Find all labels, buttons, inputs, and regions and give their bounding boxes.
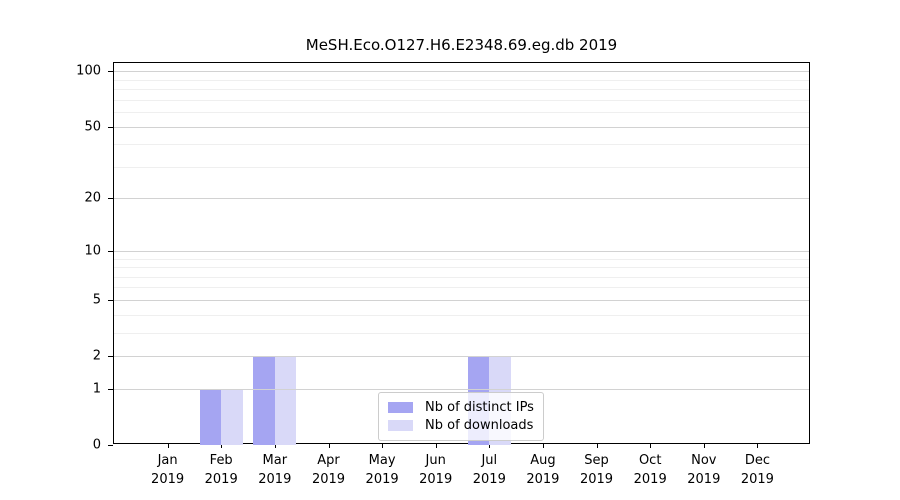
gridline-100 — [114, 71, 809, 73]
gridline-minor — [114, 287, 809, 289]
y-tick-mark-20 — [108, 198, 113, 200]
y-tick-label-5: 5 — [92, 292, 101, 308]
bar-nb-of-distinct-ips-feb — [199, 388, 222, 445]
x-tick-mark-jan — [167, 443, 169, 448]
x-tick-month: Sep — [584, 453, 609, 468]
x-tick-month: Aug — [530, 453, 556, 468]
x-tick-mark-feb — [221, 443, 223, 448]
x-tick-label-nov: Nov 2019 — [674, 451, 734, 489]
y-tick-label-10: 10 — [84, 243, 101, 259]
legend-label-nb-of-downloads: Nb of downloads — [425, 418, 534, 433]
x-tick-mark-dec — [757, 443, 759, 448]
gridline-minor — [114, 332, 809, 334]
legend-label-nb-of-distinct-ips: Nb of distinct IPs — [425, 400, 534, 415]
x-tick-label-dec: Dec 2019 — [727, 451, 787, 489]
x-tick-mark-apr — [328, 443, 330, 448]
x-tick-month: May — [368, 453, 396, 468]
gridline-minor — [114, 276, 809, 278]
gridline-5 — [114, 299, 809, 301]
x-tick-month: Jan — [157, 453, 178, 468]
x-tick-year: 2019 — [740, 472, 774, 487]
chart-title: MeSH.Eco.O127.H6.E2348.69.eg.db 2019 — [305, 36, 618, 54]
y-tick-mark-100 — [108, 71, 113, 73]
x-tick-month: Nov — [691, 453, 717, 468]
legend-row-nb-of-distinct-ips: Nb of distinct IPs — [388, 399, 534, 416]
x-tick-year: 2019 — [365, 472, 399, 487]
x-tick-label-jan: Jan 2019 — [138, 451, 198, 489]
x-tick-month: Dec — [744, 453, 770, 468]
x-tick-label-aug: Aug 2019 — [513, 451, 573, 489]
bar-nb-of-downloads-mar — [274, 356, 297, 445]
x-tick-label-oct: Oct 2019 — [620, 451, 680, 489]
x-tick-year: 2019 — [687, 472, 721, 487]
y-tick-label-50: 50 — [84, 119, 101, 134]
gridline-minor — [114, 166, 809, 168]
x-tick-label-sep: Sep 2019 — [567, 451, 627, 489]
gridline-minor — [114, 144, 809, 146]
x-tick-label-jul: Jul 2019 — [459, 451, 519, 489]
gridline-minor — [114, 112, 809, 113]
gridline-minor — [114, 267, 809, 268]
x-tick-year: 2019 — [258, 472, 292, 487]
gridline-1 — [114, 388, 809, 390]
x-tick-month: Feb — [209, 453, 233, 468]
x-tick-month: Mar — [262, 453, 288, 468]
x-tick-mark-nov — [703, 443, 705, 448]
gridline-10 — [114, 250, 809, 252]
legend-swatch-nb-of-distinct-ips — [388, 402, 413, 413]
x-tick-year: 2019 — [419, 472, 453, 487]
gridline-minor — [114, 314, 809, 316]
gridline-minor — [114, 99, 809, 101]
x-tick-mark-mar — [274, 443, 276, 448]
x-tick-month: Apr — [317, 453, 340, 468]
y-tick-mark-50 — [108, 126, 113, 128]
y-tick-mark-10 — [108, 250, 113, 252]
legend-swatch-nb-of-downloads — [388, 420, 413, 431]
gridline-2 — [114, 356, 809, 357]
y-tick-mark-0 — [108, 445, 113, 446]
x-tick-month: Jun — [425, 453, 446, 468]
x-tick-label-mar: Mar 2019 — [245, 451, 305, 489]
x-tick-mark-jul — [489, 443, 491, 448]
y-tick-mark-1 — [108, 388, 113, 390]
x-tick-year: 2019 — [151, 472, 185, 487]
x-tick-mark-sep — [596, 443, 598, 448]
x-tick-month: Oct — [638, 453, 662, 468]
x-tick-year: 2019 — [204, 472, 238, 487]
plot-area: Nb of distinct IPs Nb of downloads 0 1 2 5 10… — [76, 62, 810, 487]
x-tick-year: 2019 — [311, 472, 346, 487]
x-tick-year: 2019 — [526, 472, 560, 487]
bar-nb-of-downloads-feb — [221, 388, 243, 445]
x-tick-mark-jun — [435, 443, 437, 448]
y-tick-label-100: 100 — [76, 63, 101, 79]
x-tick-mark-may — [382, 443, 384, 448]
x-tick-label-jun: Jun 2019 — [406, 451, 466, 489]
y-tick-label-2: 2 — [92, 348, 101, 364]
x-tick-year: 2019 — [579, 472, 614, 487]
y-tick-mark-2 — [108, 356, 113, 357]
bar-nb-of-distinct-ips-mar — [253, 356, 275, 445]
gridline-minor — [114, 258, 809, 260]
y-tick-mark-5 — [108, 299, 113, 301]
gridline-minor — [114, 79, 809, 81]
x-tick-year: 2019 — [633, 472, 667, 487]
legend: Nb of distinct IPs Nb of downloads — [378, 392, 544, 441]
legend-row-nb-of-downloads: Nb of downloads — [388, 417, 534, 434]
x-tick-label-apr: Apr 2019 — [299, 451, 359, 489]
x-tick-mark-oct — [650, 443, 652, 448]
x-tick-label-may: May 2019 — [352, 451, 412, 489]
x-tick-year: 2019 — [472, 472, 506, 487]
y-tick-label-1: 1 — [92, 381, 101, 397]
x-tick-month: Jul — [481, 453, 498, 468]
x-tick-mark-aug — [542, 443, 544, 448]
gridline-20 — [114, 198, 809, 200]
x-tick-label-feb: Feb 2019 — [191, 451, 251, 489]
y-tick-label-20: 20 — [84, 190, 101, 206]
gridline-50 — [114, 126, 809, 128]
y-tick-label-0: 0 — [92, 437, 101, 453]
gridline-minor — [114, 89, 809, 91]
